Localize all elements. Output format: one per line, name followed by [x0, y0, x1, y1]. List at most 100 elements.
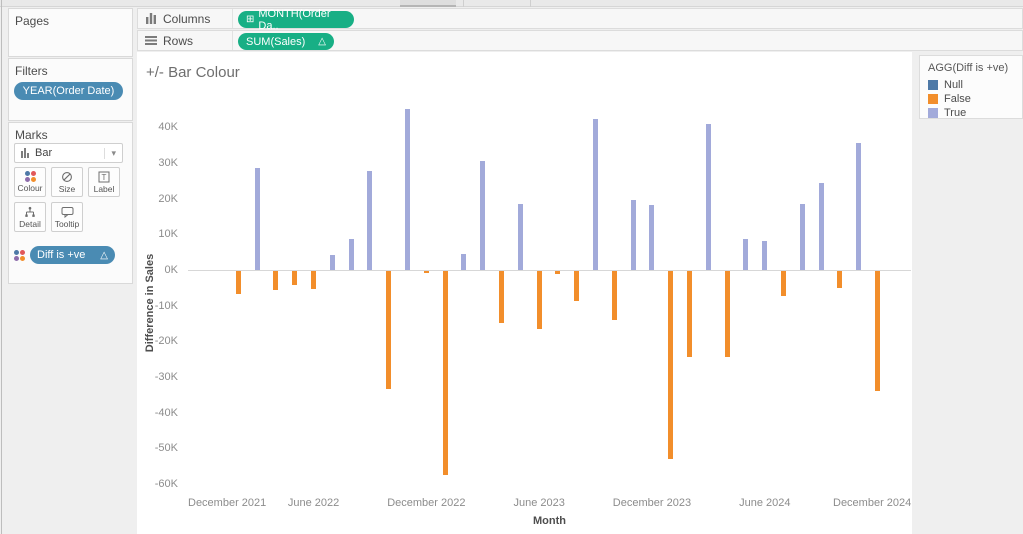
bar-mark-nov-2023[interactable]: [630, 200, 636, 270]
bar-mark-sep-2022[interactable]: [367, 170, 373, 270]
bar-mark-nov-2022[interactable]: [404, 109, 410, 270]
bar-mark-jul-2022[interactable]: [329, 255, 335, 270]
colour-shelf-pill-diff-is-positive[interactable]: Diff is +ve △: [30, 246, 115, 264]
y-tick-label: -60K: [154, 478, 178, 491]
bar-mark-feb-2024[interactable]: [686, 271, 692, 357]
size-button[interactable]: Size: [51, 167, 83, 197]
size-icon: [62, 171, 72, 182]
chevron-down-icon: ▾: [104, 147, 116, 159]
legend-item-false[interactable]: False: [920, 92, 1022, 106]
shelf-divider: [232, 31, 233, 50]
mark-type-dropdown[interactable]: Bar ▾: [14, 143, 123, 163]
marks-card: Marks Bar ▾ Colour Size T Label: [8, 122, 133, 284]
y-tick-label: -20K: [154, 335, 178, 348]
bar-mark-aug-2024[interactable]: [799, 204, 805, 270]
rows-pill-label: SUM(Sales): [246, 35, 306, 48]
tooltip-button[interactable]: Tooltip: [51, 202, 83, 232]
size-button-label: Size: [58, 183, 76, 194]
y-tick-label: 10K: [158, 228, 178, 241]
label-button[interactable]: T Label: [88, 167, 120, 197]
filter-pill-year-order-date[interactable]: YEAR(Order Date): [14, 82, 123, 100]
rows-shelf-label: Rows: [163, 33, 194, 48]
worksheet-view: +/- Bar Colour Difference in Sales Month…: [137, 52, 912, 534]
bar-mark-oct-2024[interactable]: [837, 271, 843, 288]
rows-pill-sum-sales[interactable]: SUM(Sales) △: [238, 33, 334, 50]
detail-button-label: Detail: [19, 218, 41, 229]
x-axis-title: Month: [533, 515, 566, 527]
pages-shelf[interactable]: Pages: [8, 8, 133, 57]
bar-mark-dec-2023[interactable]: [649, 205, 655, 270]
legend-item-label: False: [944, 93, 971, 105]
rows-shelf[interactable]: Rows SUM(Sales) △: [137, 30, 1023, 51]
bar-mark-feb-2023[interactable]: [461, 254, 467, 270]
toolbar-tab-fragment: [400, 0, 456, 7]
legend-swatch-icon: [928, 94, 938, 104]
bar-mark-mar-2023[interactable]: [480, 160, 486, 270]
pages-shelf-label: Pages: [15, 14, 50, 28]
colour-dots-icon: [24, 171, 36, 182]
legend-item-true[interactable]: True: [920, 106, 1022, 120]
filters-shelf-label: Filters: [15, 64, 48, 78]
y-tick-label: 40K: [158, 121, 178, 134]
colour-shelf-icon: [14, 249, 25, 261]
label-button-label: Label: [93, 183, 115, 194]
colour-button[interactable]: Colour: [14, 167, 46, 197]
svg-text:T: T: [102, 173, 107, 182]
y-tick-label: -10K: [154, 299, 178, 312]
bar-mark-oct-2023[interactable]: [611, 271, 617, 320]
y-tick-label: 30K: [158, 156, 178, 169]
bar-mark-sep-2023[interactable]: [592, 119, 598, 270]
bar-mark-jan-2024[interactable]: [668, 271, 674, 460]
columns-pill-month-order-date[interactable]: ⊞ MONTH(Order Da..: [238, 8, 354, 32]
bar-mark-apr-2023[interactable]: [498, 271, 504, 323]
x-tick-label: December 2023: [612, 497, 692, 509]
table-calc-delta-icon: △: [100, 249, 108, 261]
y-tick-label: -40K: [154, 406, 178, 419]
table-calc-delta-icon: △: [318, 36, 326, 47]
toolbar-separator: [530, 0, 531, 7]
chart-title: +/- Bar Colour: [146, 64, 240, 81]
colour-shelf-row: Diff is +ve △: [14, 245, 128, 265]
bar-mark-jun-2024[interactable]: [762, 241, 768, 270]
bar-mark-jul-2023[interactable]: [555, 271, 561, 275]
bar-mark-nov-2024[interactable]: [856, 143, 862, 270]
bar-mark-jul-2024[interactable]: [780, 271, 786, 296]
bar-mark-oct-2022[interactable]: [386, 271, 392, 390]
bar-mark-may-2023[interactable]: [517, 203, 523, 270]
bar-mark-may-2024[interactable]: [743, 238, 749, 270]
columns-pill-label: MONTH(Order Da..: [258, 7, 331, 32]
bar-mark-sep-2024[interactable]: [818, 183, 824, 270]
y-tick-label: 20K: [158, 192, 178, 205]
bar-mark-jun-2022[interactable]: [310, 271, 316, 290]
bar-mark-mar-2024[interactable]: [705, 124, 711, 270]
bar-mark-aug-2022[interactable]: [348, 238, 354, 270]
label-icon: T: [98, 171, 110, 182]
detail-button[interactable]: Detail: [14, 202, 46, 232]
toolbar-strip: [0, 0, 1023, 7]
bar-mark-jan-2023[interactable]: [442, 271, 448, 476]
y-tick-label: -50K: [154, 442, 178, 455]
colour-legend[interactable]: AGG(Diff is +ve) Null False True: [919, 55, 1023, 119]
colour-shelf-pill-label: Diff is +ve: [37, 249, 86, 261]
bar-mark-may-2022[interactable]: [292, 271, 298, 285]
legend-item-null[interactable]: Null: [920, 78, 1022, 92]
bar-mark-apr-2024[interactable]: [724, 271, 730, 357]
bar-mark-jun-2023[interactable]: [536, 271, 542, 330]
bar-mark-dec-2022[interactable]: [423, 271, 429, 274]
columns-shelf[interactable]: Columns ⊞ MONTH(Order Da..: [137, 8, 1023, 32]
bar-mark-apr-2022[interactable]: [273, 271, 279, 290]
colour-button-label: Colour: [17, 183, 43, 193]
x-tick-label: December 2024: [833, 497, 912, 509]
x-tick-label: June 2022: [287, 497, 340, 509]
tooltip-button-label: Tooltip: [54, 218, 80, 229]
filter-pill-label: YEAR(Order Date): [22, 85, 115, 97]
legend-item-label: Null: [944, 79, 963, 91]
shelf-divider: [232, 9, 233, 28]
bar-mark-feb-2022[interactable]: [235, 271, 241, 294]
bar-mark-mar-2022[interactable]: [254, 167, 260, 270]
marks-card-label: Marks: [15, 128, 48, 142]
bar-mark-aug-2023[interactable]: [574, 271, 580, 301]
filters-shelf[interactable]: Filters YEAR(Order Date): [8, 58, 133, 121]
bar-mark-dec-2024[interactable]: [874, 271, 880, 391]
